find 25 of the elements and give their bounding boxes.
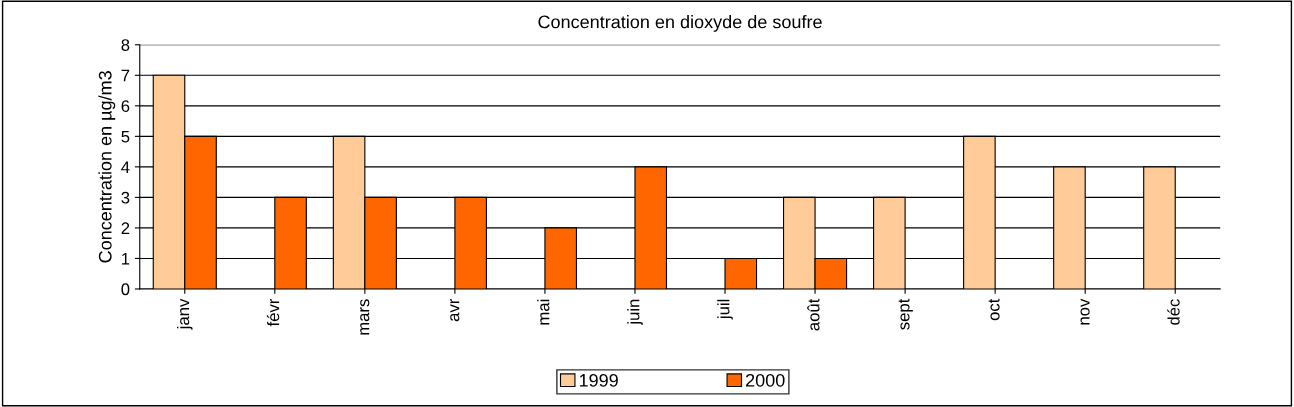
y-tick-label: 0 [121, 283, 130, 296]
y-tick-label: 4 [121, 161, 130, 173]
x-tick-label: mai [537, 299, 550, 325]
y-axis-title: Concentration en µg/m3 [98, 71, 116, 263]
x-tick-label: juin [627, 299, 643, 326]
x-tick-label: nov [1080, 298, 1090, 325]
y-tick-label: 1 [122, 253, 130, 265]
y-tick-label: 7 [121, 69, 130, 82]
legend-label: 2000 [746, 373, 785, 387]
x-tick-label: janv [177, 298, 193, 330]
y-tick-label: 6 [121, 100, 130, 113]
legend-label: 1999 [579, 373, 618, 387]
y-tick-label: 8 [121, 39, 130, 51]
x-tick-label: août [807, 298, 820, 331]
x-tick-label: mars [360, 299, 370, 335]
x-tick-label: avr [450, 298, 460, 322]
x-tick-label: sept [898, 298, 913, 330]
y-tick-label: 5 [121, 130, 130, 143]
y-tick-label: 2 [121, 222, 130, 234]
x-tick-label: déc [1167, 299, 1180, 325]
y-tick-label: 3 [121, 191, 130, 204]
x-tick-label: oct [988, 298, 1000, 321]
chart-title: Concentration en dioxyde de soufre [538, 15, 822, 32]
x-tick-label: juil [717, 299, 733, 320]
x-tick-label: févr [266, 298, 280, 327]
